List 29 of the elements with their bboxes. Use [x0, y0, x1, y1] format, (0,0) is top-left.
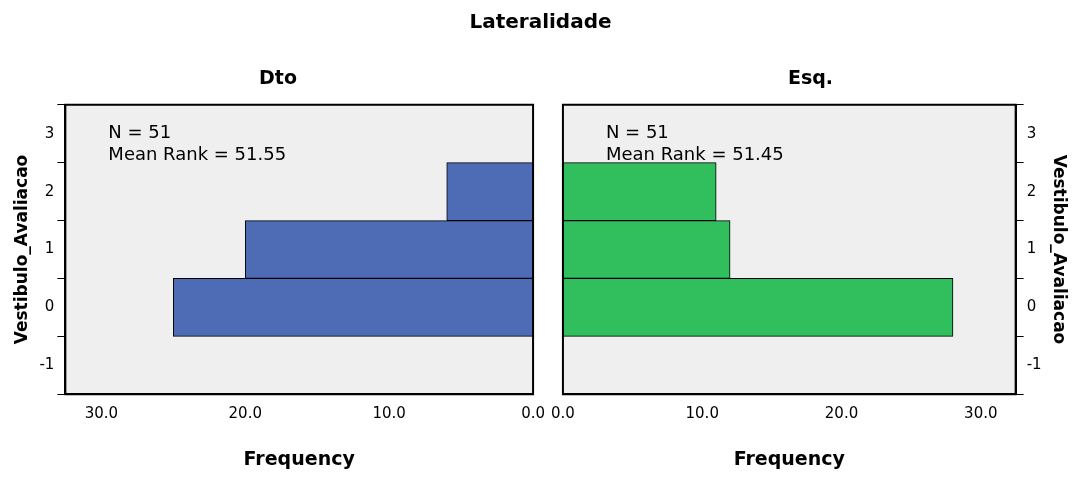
y-tick-label: -1: [1026, 355, 1042, 374]
x-tick-label: 20.0: [824, 404, 859, 423]
x-tick-label: 0.0: [521, 404, 545, 423]
chart-subtitle: Dto: [259, 66, 297, 89]
x-tick-label: 10.0: [685, 404, 719, 423]
chart-subtitle: Esq.: [787, 66, 834, 89]
y-tick-label: 0: [1026, 297, 1037, 316]
x-axis-title: Frequency: [243, 446, 356, 469]
y-tick-label: 3: [1026, 123, 1037, 142]
chart-title: Lateralidade: [468, 8, 613, 35]
y-axis-title: Vestibulo_Avaliacao: [1050, 154, 1071, 345]
y-axis-title: Vestibulo_Avaliacao: [10, 154, 31, 345]
y-tick-label: 0: [44, 297, 55, 316]
y-tick-label: 2: [1026, 181, 1037, 200]
x-tick-label: 30.0: [964, 404, 998, 423]
x-axis-title: Frequency: [733, 446, 846, 469]
x-tick-label: 20.0: [228, 404, 262, 423]
y-tick-label: -1: [39, 355, 55, 374]
y-tick-label: 2: [44, 181, 55, 200]
x-tick-label: 10.0: [372, 404, 406, 423]
y-tick-label: 3: [44, 123, 55, 142]
annotation: Mean Rank = 51.55: [108, 143, 287, 165]
x-tick-label: 0.0: [551, 404, 575, 423]
y-tick-label: 1: [1026, 239, 1037, 258]
annotation: N = 51: [605, 121, 669, 143]
x-tick-label: 30.0: [84, 404, 119, 423]
annotation: Mean Rank = 51.45: [605, 143, 784, 165]
y-tick-label: 1: [44, 239, 55, 258]
annotation: N = 51: [108, 121, 172, 143]
